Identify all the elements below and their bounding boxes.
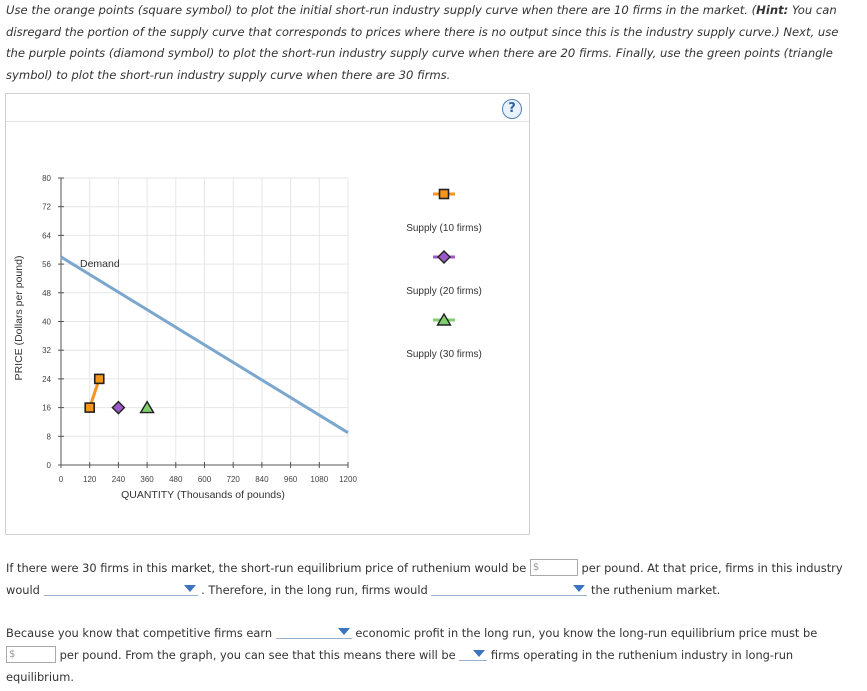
y-tick-label: 40 bbox=[42, 318, 51, 327]
profit-status-dropdown[interactable] bbox=[43, 581, 198, 596]
graph-panel: ? 0 8 16 24 32 40 48 56 64 72 80 0 120 240 360 480 600 72… bbox=[5, 93, 530, 535]
y-tick-label: 8 bbox=[47, 432, 52, 441]
legend-label: Supply (10 firms) bbox=[406, 223, 482, 234]
y-tick-label: 32 bbox=[42, 346, 51, 355]
instructions-part1: Use the orange points (square symbol) to… bbox=[6, 3, 757, 17]
x-tick-label: 720 bbox=[227, 475, 241, 484]
firm-count-dropdown[interactable] bbox=[459, 646, 488, 661]
y-tick-label: 80 bbox=[42, 174, 51, 183]
demand-label: Demand bbox=[80, 258, 120, 270]
question2-line3: equilibrium. bbox=[6, 666, 74, 688]
question1-line2: would . Therefore, in the long run, firm… bbox=[6, 579, 720, 601]
x-tick-label: 480 bbox=[169, 475, 183, 484]
chevron-down-icon bbox=[183, 585, 196, 592]
q1-text-b: per pound. At that price, firms in this … bbox=[581, 561, 843, 575]
help-icon[interactable]: ? bbox=[502, 99, 522, 119]
long-run-profit-dropdown[interactable] bbox=[275, 624, 352, 639]
instructions-part2: You can disregard the portion of the sup… bbox=[6, 3, 839, 82]
chevron-down-icon bbox=[473, 650, 486, 657]
y-axis-label: PRICE (Dollars per pound) bbox=[13, 256, 25, 381]
supply-point-diamond[interactable] bbox=[111, 400, 126, 415]
legend-diamond-tool[interactable] bbox=[437, 250, 451, 264]
x-tick-label: 960 bbox=[284, 475, 298, 484]
supply-demand-chart[interactable]: 0 8 16 24 32 40 48 56 64 72 80 0 120 240 360 480 600 720 8… bbox=[6, 94, 529, 534]
price-input-30-firms[interactable]: $ bbox=[529, 559, 578, 576]
panel-divider bbox=[6, 121, 529, 122]
q1-text-would: would bbox=[6, 583, 40, 597]
y-tick-label: 24 bbox=[42, 375, 51, 384]
x-axis-label: QUANTITY (Thousands of pounds) bbox=[121, 489, 285, 501]
x-tick-label: 840 bbox=[255, 475, 269, 484]
y-tick-label: 48 bbox=[42, 289, 51, 298]
y-tick-label: 64 bbox=[42, 231, 51, 240]
long-run-price-input[interactable]: $ bbox=[6, 646, 56, 663]
demand-curve-line bbox=[60, 255, 349, 434]
x-tick-label: 600 bbox=[198, 475, 212, 484]
q2-text-b: economic profit in the long run, you kno… bbox=[355, 626, 818, 640]
q2-text-c: per pound. From the graph, you can see t… bbox=[59, 648, 456, 662]
chevron-down-icon bbox=[337, 628, 350, 635]
q2-text-a: Because you know that competitive firms … bbox=[6, 626, 273, 640]
x-tick-label: 1200 bbox=[339, 475, 357, 484]
supply-point-square[interactable] bbox=[84, 402, 95, 413]
q1-text-therefore: . Therefore, in the long run, firms woul… bbox=[201, 583, 428, 597]
instructions: Use the orange points (square symbol) to… bbox=[6, 0, 851, 86]
legend-square-tool[interactable] bbox=[438, 188, 450, 200]
entry-exit-dropdown[interactable] bbox=[431, 581, 588, 596]
q2-text-equilibrium: equilibrium. bbox=[6, 670, 74, 684]
legend-label: Supply (20 firms) bbox=[406, 286, 482, 297]
y-tick-label: 16 bbox=[42, 404, 51, 413]
y-tick-label: 72 bbox=[42, 203, 51, 212]
q2-text-d: firms operating in the ruthenium industr… bbox=[490, 648, 794, 662]
supply-point-triangle[interactable] bbox=[139, 400, 155, 414]
supply-point-square[interactable] bbox=[93, 373, 105, 385]
question2-line1: Because you know that competitive firms … bbox=[6, 622, 817, 644]
x-tick-label: 1080 bbox=[310, 475, 328, 484]
legend-triangle-tool[interactable] bbox=[436, 312, 452, 326]
question1-line1: If there were 30 firms in this market, t… bbox=[6, 557, 843, 579]
x-tick-label: 0 bbox=[59, 475, 64, 484]
hint-label: Hint: bbox=[756, 3, 789, 17]
x-tick-label: 360 bbox=[140, 475, 154, 484]
question2-line2: $ per pound. From the graph, you can see… bbox=[6, 644, 793, 666]
y-tick-label: 56 bbox=[42, 260, 51, 269]
chevron-down-icon bbox=[573, 585, 586, 592]
q1-text-market: the ruthenium market. bbox=[591, 583, 721, 597]
x-tick-label: 240 bbox=[112, 475, 126, 484]
y-tick-label: 0 bbox=[47, 461, 52, 470]
q1-text-a: If there were 30 firms in this market, t… bbox=[6, 561, 527, 575]
x-tick-label: 120 bbox=[83, 475, 97, 484]
legend-label: Supply (30 firms) bbox=[406, 349, 482, 360]
